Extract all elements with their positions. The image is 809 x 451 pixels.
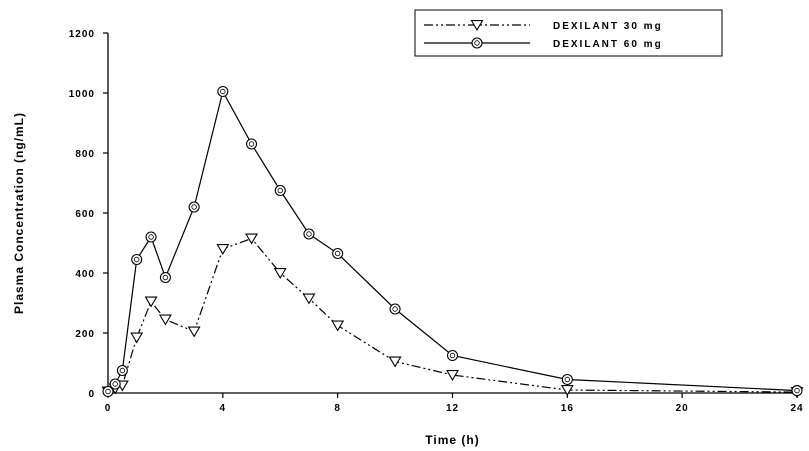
data-point-circle — [145, 231, 157, 243]
x-tick-label: 16 — [561, 403, 574, 414]
data-point-circle — [217, 85, 229, 98]
data-point-triangle — [245, 233, 259, 245]
y-tick-label: 400 — [75, 269, 95, 280]
data-point-circle — [471, 37, 483, 49]
x-tick-label: 20 — [676, 403, 689, 414]
data-point-triangle — [302, 293, 316, 305]
x-tick-label: 24 — [790, 403, 803, 414]
data-point-triangle — [470, 20, 484, 32]
data-point-circle — [332, 247, 344, 260]
data-point-circle — [131, 253, 143, 266]
data-point-triangle — [187, 326, 201, 338]
data-point-circle — [446, 349, 459, 362]
data-point-circle — [245, 138, 258, 150]
data-point-circle — [389, 303, 401, 315]
data-point-triangle — [130, 332, 144, 344]
series-line — [107, 89, 798, 392]
y-tick-label: 600 — [75, 209, 95, 220]
data-point-circle — [116, 364, 128, 377]
data-point-circle — [102, 385, 114, 398]
data-point-circle — [303, 228, 315, 240]
x-tick-label: 12 — [446, 403, 459, 414]
y-tick-label: 800 — [75, 149, 95, 160]
data-point-circle — [791, 385, 803, 397]
y-tick-label: 0 — [88, 389, 95, 400]
data-point-circle — [274, 184, 286, 197]
legend-item: DEXILANT 30 mg — [424, 20, 663, 32]
data-point-triangle — [388, 356, 402, 368]
y-tick-label: 200 — [75, 329, 95, 340]
y-tick-label: 1000 — [69, 89, 95, 100]
legend-item: DEXILANT 60 mg — [424, 37, 663, 50]
data-point-triangle — [273, 268, 287, 280]
data-point-circle — [159, 271, 171, 284]
legend-label: DEXILANT 30 mg — [553, 21, 663, 32]
data-point-triangle — [144, 296, 158, 308]
legend-box — [414, 9, 723, 57]
data-point-circle — [109, 378, 121, 390]
data-point-triangle — [331, 320, 345, 332]
x-tick-label: 8 — [334, 403, 341, 414]
x-axis-title: Time (h) — [425, 433, 479, 447]
legend-label: DEXILANT 60 mg — [553, 39, 663, 50]
data-point-triangle — [560, 385, 574, 397]
data-point-triangle — [216, 244, 230, 256]
data-point-circle — [561, 373, 573, 386]
y-tick-label: 1200 — [69, 29, 95, 40]
series-1 — [101, 233, 804, 399]
series-2 — [102, 85, 803, 398]
data-point-triangle — [158, 314, 172, 326]
x-tick-label: 0 — [105, 403, 112, 414]
axis-ticks: 0 4 8 12 16 20 24 0 200 400 600 800 1000 1200 — [69, 29, 803, 414]
y-axis-title: Plasma Concentration (ng/mL) — [12, 112, 26, 314]
x-tick-label: 4 — [220, 403, 227, 414]
data-point-triangle — [446, 370, 459, 382]
data-point-circle — [188, 201, 200, 213]
series-layer — [101, 85, 804, 399]
series-line — [107, 237, 798, 393]
legend: DEXILANT 30 mg DEXILANT 60 mg — [414, 9, 723, 57]
axes — [107, 33, 797, 394]
